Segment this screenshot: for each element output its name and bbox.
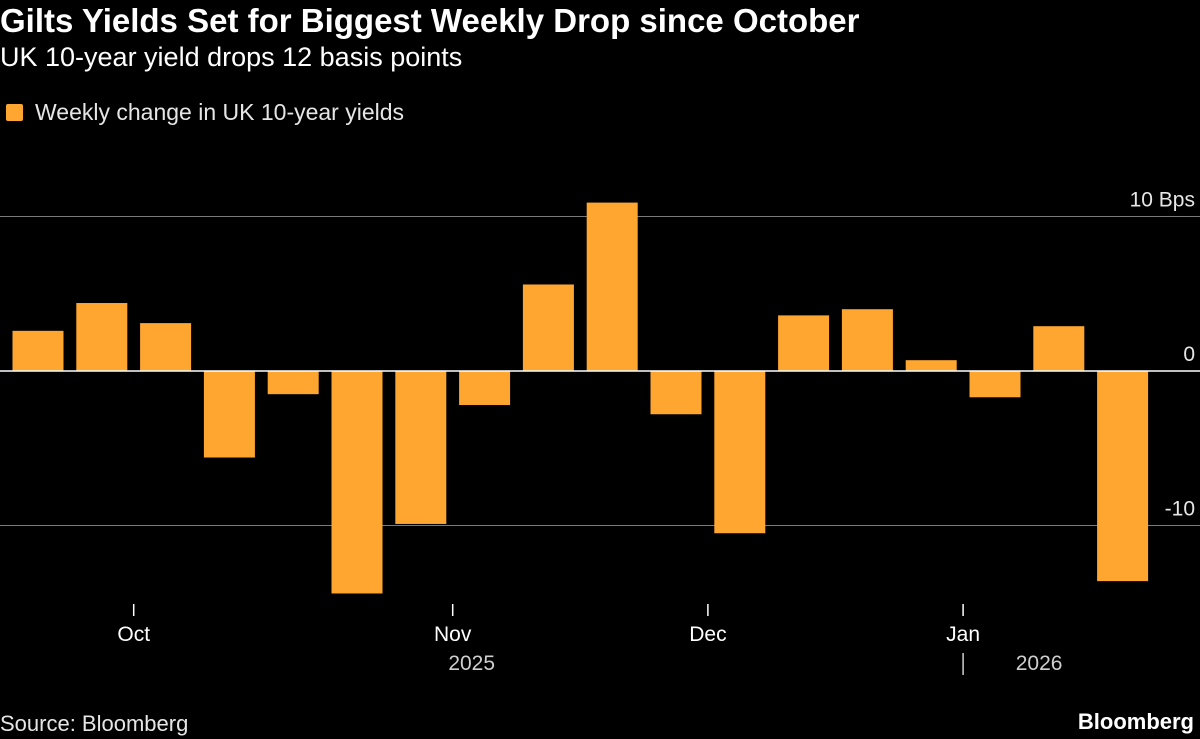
x-axis: Oct Nov Dec Jan 2025 2026 <box>117 604 1062 675</box>
legend: Weekly change in UK 10-year yields <box>6 99 404 126</box>
y-tick-label: 0 <box>1183 343 1195 366</box>
brand-logo: Bloomberg <box>1077 709 1194 734</box>
y-axis-labels: 10 Bps 0 -10 <box>1130 189 1195 521</box>
bar <box>76 303 128 371</box>
y-tick-label: 10 Bps <box>1130 189 1195 212</box>
bars <box>12 202 1149 594</box>
bar <box>522 284 574 371</box>
bar <box>140 323 192 371</box>
legend-label: Weekly change in UK 10-year yields <box>35 99 405 125</box>
bar <box>778 315 830 371</box>
bar <box>267 371 319 395</box>
chart-title: Gilts Yields Set for Biggest Weekly Drop… <box>0 2 860 39</box>
x-tick-label: Dec <box>689 623 726 646</box>
bar <box>650 371 702 415</box>
bar <box>586 202 638 371</box>
year-label: 2026 <box>1016 652 1063 675</box>
bar <box>203 371 255 458</box>
bar <box>714 371 766 534</box>
bar <box>395 371 447 524</box>
source-note: Source: Bloomberg <box>0 711 189 736</box>
year-label: 2025 <box>448 652 495 675</box>
bar <box>331 371 383 594</box>
bar <box>459 371 511 405</box>
x-tick-label: Nov <box>434 623 472 646</box>
bar <box>12 330 64 371</box>
chart-subtitle: UK 10-year yield drops 12 basis points <box>0 42 463 72</box>
y-tick-label: -10 <box>1165 498 1195 521</box>
bar <box>1097 371 1149 582</box>
legend-swatch <box>6 104 23 121</box>
x-tick-label: Oct <box>117 623 150 646</box>
bar <box>1033 326 1085 371</box>
bar <box>905 360 957 371</box>
bar <box>969 371 1021 398</box>
bar <box>841 309 893 371</box>
x-tick-label: Jan <box>946 623 980 646</box>
